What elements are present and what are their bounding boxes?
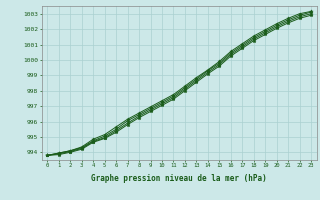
X-axis label: Graphe pression niveau de la mer (hPa): Graphe pression niveau de la mer (hPa)	[91, 174, 267, 183]
